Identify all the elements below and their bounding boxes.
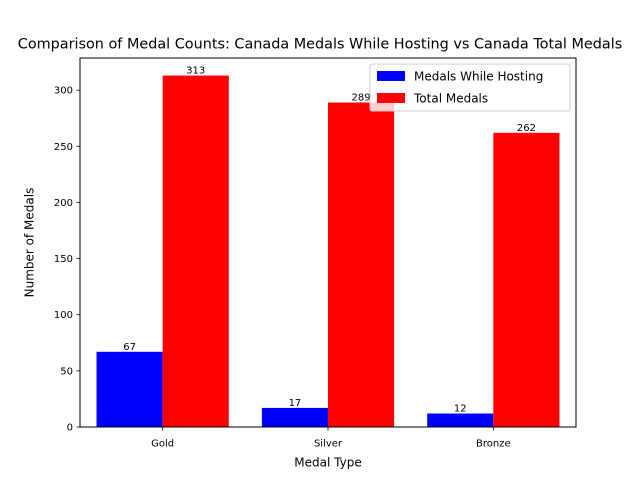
x-tick-label-gold: Gold [151,439,174,450]
x-tick-label-bronze: Bronze [476,439,511,450]
legend-box [369,63,571,112]
legend-swatch [377,93,405,103]
bar-total-medals-gold [162,75,229,428]
y-tick-label: 0 [67,423,73,434]
bar-total-medals-bronze [493,132,560,427]
data-label-total-medals-bronze: 262 [517,123,536,134]
data-labels-layer: 67 17 12 313 289 262 [123,66,536,415]
x-axis: Gold Silver Bronze [151,427,511,450]
data-label-total-medals-gold: 313 [186,66,205,77]
bar-medals-while-hosting-gold [96,351,163,427]
legend-swatch [377,71,405,81]
y-tick-label: 250 [54,142,73,153]
legend-label: Medals While Hosting [414,70,543,84]
bars-layer [96,75,560,428]
data-label-medals-while-hosting-silver: 17 [289,398,302,409]
y-axis: 0 50 100 150 200 250 300 [54,86,80,434]
y-tick-label: 200 [54,198,73,209]
bar-total-medals-silver [328,102,395,427]
y-tick-label: 150 [54,254,73,265]
data-label-medals-while-hosting-bronze: 12 [454,404,467,415]
data-label-medals-while-hosting-gold: 67 [123,342,136,353]
legend-label: Total Medals [413,92,488,106]
y-tick-label: 300 [54,86,73,97]
x-tick-label-silver: Silver [314,439,343,450]
legend: Medals While Hosting Total Medals [369,63,571,112]
y-tick-label: 50 [60,366,73,377]
y-tick-label: 100 [54,310,73,321]
chart-title: Comparison of Medal Counts: Canada Medal… [18,37,622,53]
bar-medals-while-hosting-silver [261,407,328,427]
x-axis-label: Medal Type [294,456,361,470]
y-axis-label: Number of Medals [23,188,37,298]
data-label-total-medals-silver: 289 [352,93,371,104]
bar-medals-while-hosting-bronze [427,413,494,427]
